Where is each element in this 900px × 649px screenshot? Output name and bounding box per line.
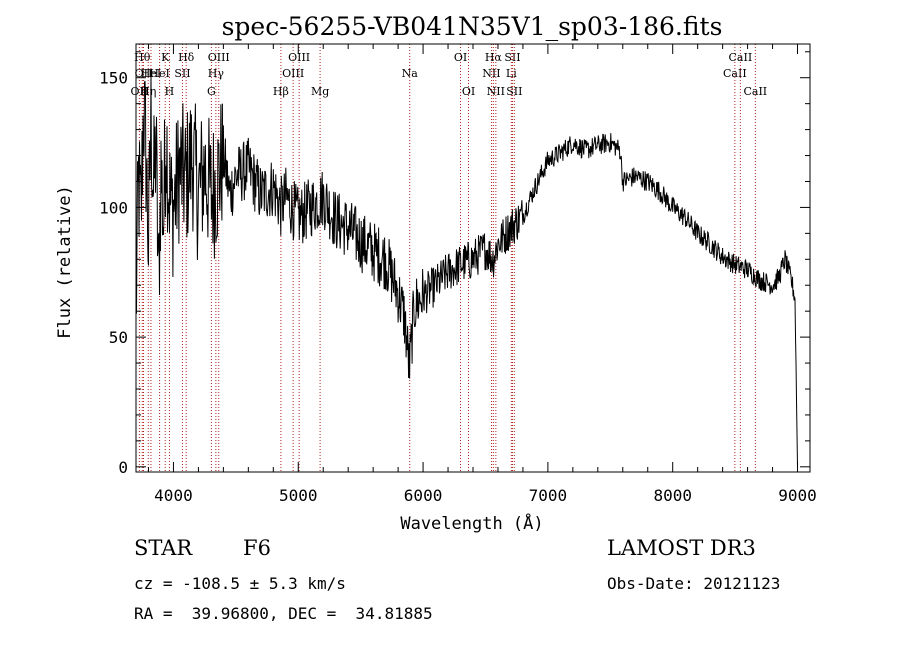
spectral-line-label-13: Hβ <box>273 85 289 98</box>
x-tick-label-8000: 8000 <box>653 486 692 505</box>
y-tick-label-100: 100 <box>99 198 128 217</box>
spectral-line-label-14: OIII <box>282 67 304 80</box>
x-tick-label-7000: 7000 <box>529 486 568 505</box>
spectral-line-label-24: SII <box>504 51 520 64</box>
spectral-line-label-26: CaII <box>723 67 747 80</box>
spectrum-line <box>135 70 798 467</box>
spectral-line-label-5: HeI <box>149 67 169 80</box>
survey-name: LAMOST DR3 <box>607 536 756 560</box>
x-tick-label-5000: 5000 <box>279 486 318 505</box>
x-tick-label-4000: 4000 <box>154 486 193 505</box>
spectral-line-label-17: Na <box>402 67 419 80</box>
y-tick-label-0: 0 <box>118 458 128 477</box>
spectral-line-label-2: OII <box>135 67 153 80</box>
spectral-line-label-1: Hθ <box>134 51 151 64</box>
spectral-line-label-11: Hγ <box>208 67 225 80</box>
x-axis-label: Wavelength (Å) <box>400 512 543 534</box>
spectral-line-label-19: OI <box>462 85 475 98</box>
x-tick-label-9000: 9000 <box>778 486 817 505</box>
spectral-line-label-12: OIII <box>208 51 230 64</box>
spectral-line-label-0: OII <box>131 85 149 98</box>
y-tick-label-150: 150 <box>99 69 128 88</box>
spectral-line-label-16: Mg <box>311 85 329 98</box>
spectral-line-label-7: H <box>165 85 175 98</box>
y-tick-label-50: 50 <box>109 328 128 347</box>
observation-date: Obs-Date: 20121123 <box>607 574 781 593</box>
redshift-cz: cz = -108.5 ± 5.3 km/s <box>134 574 346 593</box>
spectral-line-label-18: OI <box>454 51 467 64</box>
spectral-line-label-27: CaII <box>729 51 753 64</box>
spectral-line-label-22: NII <box>487 85 505 98</box>
spectral-line-label-8: SII <box>174 67 190 80</box>
spectral-line-label-20: NII <box>482 67 500 80</box>
spectral-line-label-10: G <box>207 85 216 98</box>
spectral-line-label-6: K <box>161 51 170 64</box>
spectral-line-label-9: Hδ <box>178 51 195 64</box>
spectral-line-label-21: Hα <box>485 51 503 64</box>
axis-ticks: 4000 5000 6000 7000 8000 9000 0 50 100 150 <box>99 44 817 505</box>
spectral-line-label-25: SII <box>506 85 522 98</box>
object-type: STAR <box>134 536 193 560</box>
object-subclass: F6 <box>243 536 271 560</box>
spectrum-series <box>135 70 798 467</box>
ra-dec-coordinates: RA = 39.96800, DEC = 34.81885 <box>134 604 433 623</box>
chart-title: spec-56255-VB041N35V1_sp03-186.fits <box>222 12 723 41</box>
spectral-line-label-3: Hη <box>140 85 156 98</box>
spectral-line-label-23: Li <box>506 67 517 80</box>
y-axis-label: Flux (relative) <box>55 185 75 339</box>
spectral-line-label-15: OIII <box>288 51 310 64</box>
spectral-line-label-28: CaII <box>743 85 767 98</box>
x-tick-label-6000: 6000 <box>404 486 443 505</box>
